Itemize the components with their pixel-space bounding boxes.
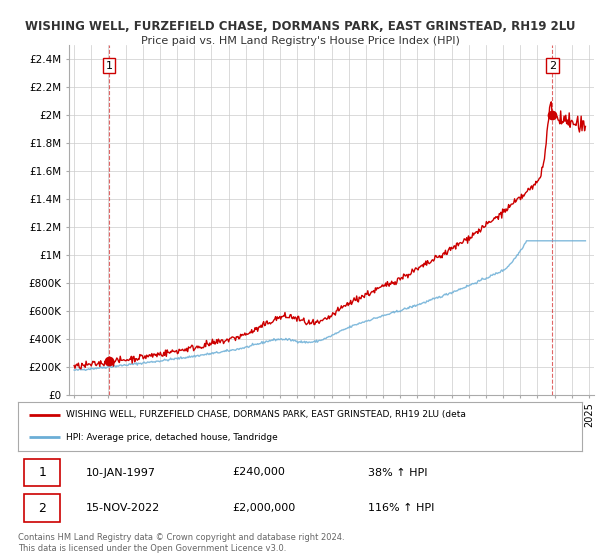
FancyBboxPatch shape — [23, 494, 60, 522]
Text: Contains HM Land Registry data © Crown copyright and database right 2024.
This d: Contains HM Land Registry data © Crown c… — [18, 533, 344, 553]
Text: 1: 1 — [38, 466, 46, 479]
Text: 38% ↑ HPI: 38% ↑ HPI — [368, 468, 427, 478]
Text: 1: 1 — [106, 60, 112, 71]
Text: HPI: Average price, detached house, Tandridge: HPI: Average price, detached house, Tand… — [66, 433, 278, 442]
Text: Price paid vs. HM Land Registry's House Price Index (HPI): Price paid vs. HM Land Registry's House … — [140, 36, 460, 46]
Text: WISHING WELL, FURZEFIELD CHASE, DORMANS PARK, EAST GRINSTEAD, RH19 2LU: WISHING WELL, FURZEFIELD CHASE, DORMANS … — [25, 20, 575, 32]
Text: 15-NOV-2022: 15-NOV-2022 — [86, 503, 160, 513]
Text: 10-JAN-1997: 10-JAN-1997 — [86, 468, 155, 478]
Text: £2,000,000: £2,000,000 — [232, 503, 296, 513]
Text: WISHING WELL, FURZEFIELD CHASE, DORMANS PARK, EAST GRINSTEAD, RH19 2LU (deta: WISHING WELL, FURZEFIELD CHASE, DORMANS … — [66, 410, 466, 419]
Text: 2: 2 — [549, 60, 556, 71]
Text: 2: 2 — [38, 502, 46, 515]
FancyBboxPatch shape — [23, 459, 60, 486]
Text: £240,000: £240,000 — [232, 468, 285, 478]
Text: 116% ↑ HPI: 116% ↑ HPI — [368, 503, 434, 513]
